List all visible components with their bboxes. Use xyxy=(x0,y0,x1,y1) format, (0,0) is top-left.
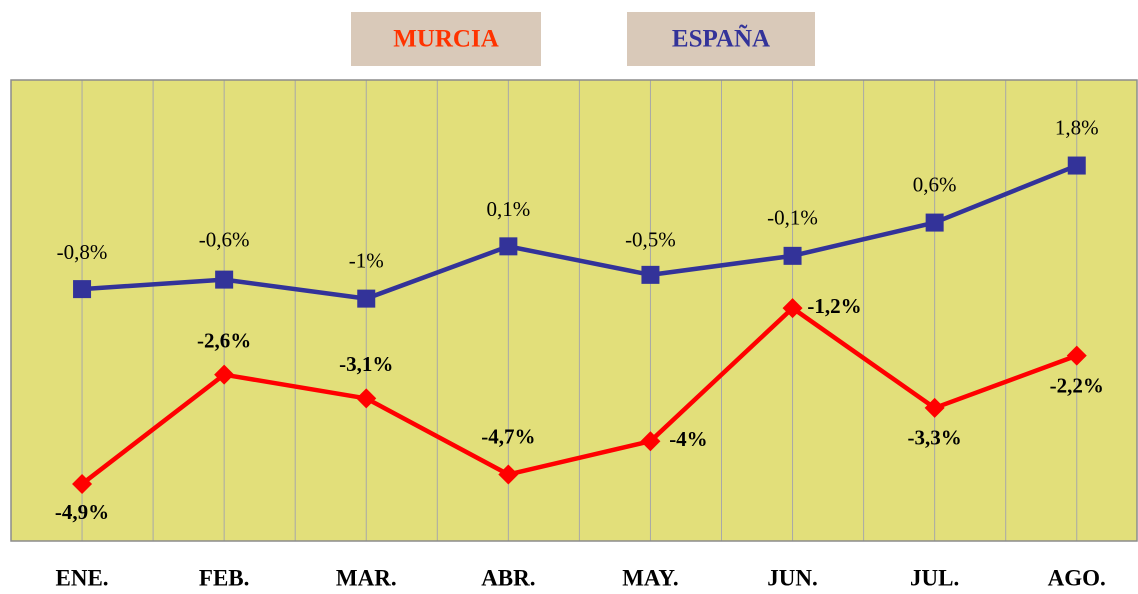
data-label: -4,7% xyxy=(481,424,535,448)
plot-border xyxy=(10,79,1138,542)
x-tick-label: ENE. xyxy=(56,565,109,590)
marker xyxy=(356,388,377,409)
marker xyxy=(924,397,945,418)
data-label: 0,6% xyxy=(913,172,957,196)
plot-background xyxy=(11,80,1137,541)
x-tick-label: MAR. xyxy=(336,565,397,590)
legend-label: ESPAÑA xyxy=(672,25,770,53)
data-label: 0,1% xyxy=(486,197,530,221)
data-label: -2,2% xyxy=(1050,373,1104,397)
data-label: -1,2% xyxy=(807,294,861,318)
marker xyxy=(72,473,93,494)
x-tick-label: ABR. xyxy=(481,565,535,590)
marker xyxy=(641,265,660,284)
marker xyxy=(357,289,376,308)
data-label: -4,9% xyxy=(55,500,109,524)
plot-area xyxy=(11,80,1137,541)
x-tick-label: MAY. xyxy=(622,565,678,590)
x-tick-label: FEB. xyxy=(199,565,249,590)
data-label: -0,6% xyxy=(199,227,250,251)
marker xyxy=(1067,156,1086,175)
marker xyxy=(498,464,519,485)
data-label: 1,8% xyxy=(1055,115,1099,139)
x-tick-label: JUL. xyxy=(910,565,959,590)
legend-box xyxy=(627,12,815,66)
x-tick-label: JUN. xyxy=(767,565,817,590)
x-tick-label: AGO. xyxy=(1048,565,1106,590)
series-line xyxy=(81,163,1078,301)
marker xyxy=(783,246,802,265)
data-label: -0,1% xyxy=(767,206,818,230)
data-label: -3,1% xyxy=(339,352,393,376)
marker xyxy=(782,298,803,319)
data-label: -4% xyxy=(669,427,708,451)
marker xyxy=(499,237,518,256)
data-label: -3,3% xyxy=(908,426,962,450)
marker xyxy=(73,280,92,299)
series-line xyxy=(80,305,1078,486)
marker xyxy=(215,270,234,289)
marker xyxy=(640,431,661,452)
data-label: -0,5% xyxy=(625,228,676,252)
data-label: -2,6% xyxy=(197,328,251,352)
data-label: -1% xyxy=(349,248,384,272)
legend-box xyxy=(351,12,541,66)
marker xyxy=(925,213,944,232)
data-label: -0,8% xyxy=(57,240,108,264)
marker xyxy=(214,364,235,385)
legend-label: MURCIA xyxy=(393,26,499,53)
marker xyxy=(1066,345,1087,366)
